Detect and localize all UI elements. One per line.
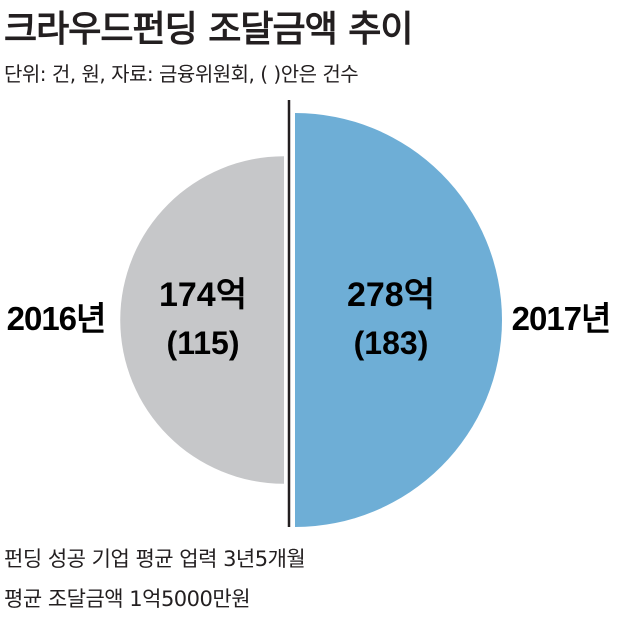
- slice-2017: [295, 113, 502, 527]
- year-label-2017: 2017년: [512, 300, 611, 337]
- slice-2016: [120, 156, 284, 484]
- note-avg-funding-amount: 평균 조달금액 1억5000만원: [4, 587, 251, 611]
- note-avg-business-age: 펀딩 성공 기업 평균 업력 3년5개월: [4, 547, 306, 571]
- chart-title: 크라우드펀딩 조달금액 추이: [4, 9, 414, 50]
- amount-label-2017: 278억: [347, 276, 435, 314]
- amount-label-2016: 174억: [159, 276, 247, 314]
- chart-subtitle: 단위: 건, 원, 자료: 금융위원회, ( )안은 건수: [4, 62, 359, 86]
- count-label-2017: (183): [354, 325, 429, 361]
- count-label-2016: (115): [167, 325, 240, 361]
- year-label-2016: 2016년: [7, 300, 106, 337]
